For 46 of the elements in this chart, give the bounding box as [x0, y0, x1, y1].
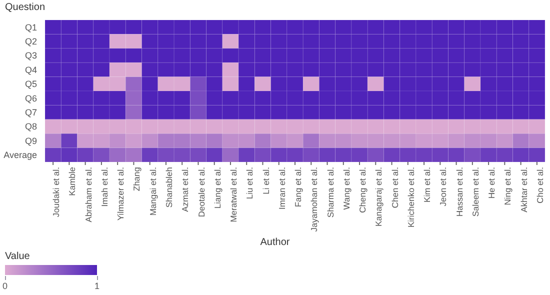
x-tick-label: Imran et al.	[276, 167, 287, 210]
x-tick-label: Deotale et al.	[196, 167, 206, 218]
x-tick-label: Shanableh	[164, 166, 174, 208]
x-axis-title: Author	[259, 237, 291, 248]
x-tick-label: Yilmazer et al.	[116, 167, 126, 221]
color-bar-label: 0	[1, 281, 8, 291]
y-tick-label: Q2	[24, 36, 37, 46]
x-tick-label: Fang et al.	[293, 167, 304, 208]
x-tick-label: Imah et al.	[99, 167, 110, 207]
x-tick-label: Azmat et al.	[180, 167, 190, 212]
x-tick-label: Jayamohan et al.	[309, 167, 320, 232]
y-tick-label: Q4	[24, 64, 37, 75]
x-tick-label: Jeon et al.	[438, 167, 448, 206]
x-tick-label: Meratwal et al.	[228, 167, 239, 222]
x-tick-label: Saleem et al.	[470, 167, 480, 217]
x-tick-label: Hassan et al.	[454, 167, 464, 217]
x-tick-label: Cho et al.	[534, 167, 545, 204]
x-tick-label: Liang et al.	[212, 167, 222, 209]
y-tick-label: Q9	[24, 136, 37, 146]
y-tick-label: Q5	[24, 79, 37, 90]
y-tick-label: Q8	[24, 122, 37, 132]
x-tick-label: Akhtar et al.	[518, 167, 529, 212]
x-tick-label: Mangai et al.	[148, 167, 158, 216]
y-axis-title: Question	[5, 2, 46, 13]
x-tick-label: Zhang	[132, 166, 142, 192]
x-tick-label: Cheng et al.	[358, 167, 368, 213]
x-tick-label: Kim et al.	[422, 167, 432, 202]
y-tick-label: Q6	[24, 93, 37, 104]
x-tick-label: Kamble	[67, 166, 78, 196]
x-tick-label: Kirichenko et al.	[406, 167, 416, 228]
x-tick-label: Li et al.	[260, 167, 271, 194]
x-tick-label: Ning et al.	[502, 167, 513, 206]
x-tick-label: Joudaki et al.	[51, 167, 62, 218]
y-tick-label: Q3	[24, 50, 37, 61]
color-bar-title: Value	[5, 251, 30, 262]
x-tick-label: Wang et al.	[341, 167, 352, 210]
y-tick-label: Q1	[24, 22, 37, 32]
y-tick-label: Q7	[24, 107, 37, 118]
y-tick-label: Average	[4, 150, 37, 160]
x-tick-label: Sharma et al.	[325, 167, 336, 218]
x-tick-label: Liu et al.	[244, 167, 255, 200]
x-tick-label: Abraham et al.	[83, 167, 94, 222]
x-tick-label: Kanagaraj et al.	[374, 167, 384, 227]
x-tick-label: He et al.	[486, 167, 497, 199]
x-tick-label: Chen et al.	[390, 167, 400, 208]
color-bar-label: 1	[93, 281, 100, 291]
